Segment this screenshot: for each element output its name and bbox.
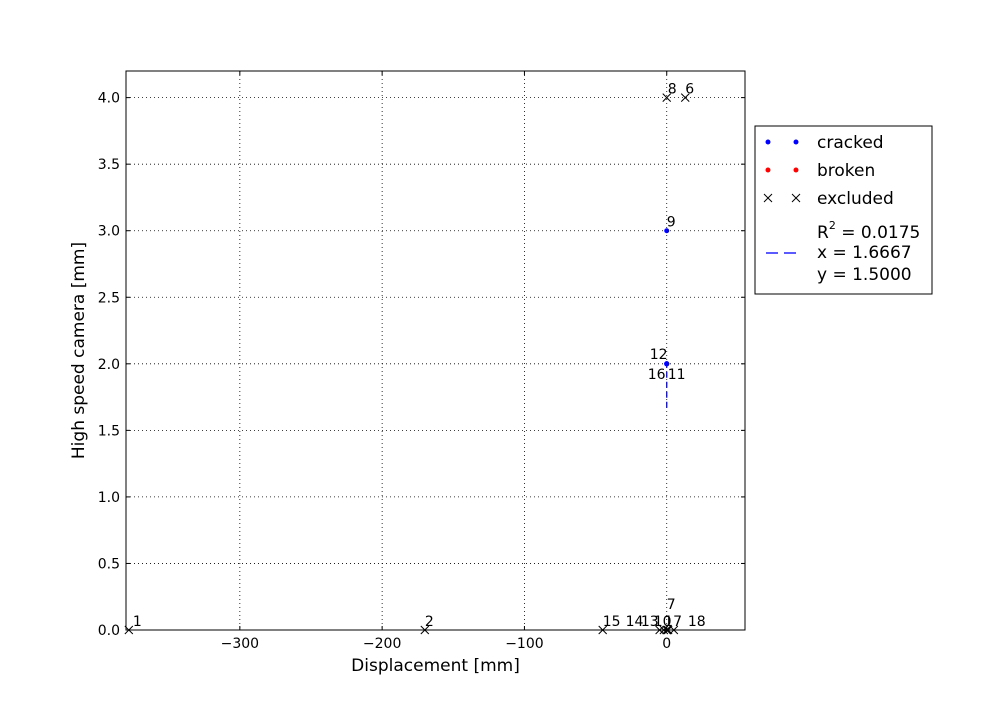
- x-marker-stroke: [662, 93, 672, 102]
- point-label-16: 16: [648, 367, 666, 383]
- cracked-point-11: [664, 361, 670, 367]
- cracked-point-9: [664, 228, 670, 234]
- point-label-12: 12: [650, 347, 668, 363]
- legend-marker-cracked: [793, 139, 799, 145]
- point-label-13: 13: [641, 614, 659, 630]
- x-marker-stroke: [680, 93, 690, 102]
- x-marker-stroke: [791, 193, 801, 203]
- point-label-8: 8: [668, 82, 677, 98]
- legend-marker-cracked: [765, 139, 771, 145]
- point-label-9: 9: [667, 215, 676, 231]
- excluded-point-8: [662, 93, 672, 102]
- legend-r2-value: = 0.0175: [836, 223, 921, 243]
- point-label-2: 2: [425, 614, 434, 630]
- y-tick-label: 0.0: [98, 623, 120, 639]
- legend-marker-excluded: [791, 193, 801, 203]
- y-tick-label: 3.5: [98, 157, 120, 173]
- legend-fit-x: x = 1.6667: [817, 243, 912, 263]
- y-tick-label: 4.0: [98, 91, 120, 107]
- y-tick-label: 1.0: [98, 490, 120, 506]
- excluded-point-6: [680, 93, 690, 102]
- plot-frame: [125, 70, 746, 631]
- y-tick-label: 2.0: [98, 357, 120, 373]
- point-label-6: 6: [685, 82, 694, 98]
- y-tick-label: 1.5: [98, 423, 120, 439]
- x-tick-label: −300: [221, 636, 259, 652]
- point-label-17: 17: [664, 614, 682, 630]
- point-label-1: 1: [133, 614, 142, 630]
- legend-items: cracked broken excluded: [763, 133, 894, 209]
- legend-label-cracked: cracked: [817, 133, 884, 153]
- point-label-15: 15: [603, 614, 621, 630]
- legend-label-excluded: excluded: [817, 189, 894, 209]
- y-tick-label: 0.5: [98, 556, 120, 572]
- x-tick-label: −200: [363, 636, 401, 652]
- legend-r2-superscript: 2: [829, 219, 836, 232]
- x-axis-label: Displacement [mm]: [351, 656, 520, 676]
- legend-fit-entry: R2 = 0.0175 x = 1.6667 y = 1.5000: [766, 219, 920, 285]
- y-tick-label: 3.0: [98, 224, 120, 240]
- x-marker-stroke: [763, 193, 773, 203]
- legend-label-broken: broken: [817, 161, 875, 181]
- point-label-7: 7: [667, 597, 676, 613]
- y-axis-label: High speed camera [mm]: [69, 242, 89, 459]
- legend-fit-y: y = 1.5000: [817, 265, 912, 285]
- legend-marker-broken: [793, 167, 799, 173]
- point-label-14: 14: [626, 614, 644, 630]
- legend-r2-label: R: [817, 223, 829, 243]
- ticks-layer: −300 −200 −100 0 0.0 0.5 1.0 1.5 2.0 2.5 3.0 3.5 4.0: [98, 71, 745, 652]
- points-layer: [124, 93, 690, 635]
- point-label-18: 18: [688, 614, 706, 630]
- point-label-11: 11: [668, 367, 686, 383]
- y-tick-label: 2.5: [98, 290, 120, 306]
- legend-box: [754, 125, 933, 295]
- legend: cracked broken excluded R2 = 0.0175 x = 1.…: [754, 125, 933, 295]
- x-tick-label: −100: [505, 636, 543, 652]
- legend-marker-broken: [765, 167, 771, 173]
- legend-marker-excluded: [763, 193, 773, 203]
- x-tick-label: 0: [662, 636, 671, 652]
- legend-r2-text: R2 = 0.0175: [817, 219, 920, 243]
